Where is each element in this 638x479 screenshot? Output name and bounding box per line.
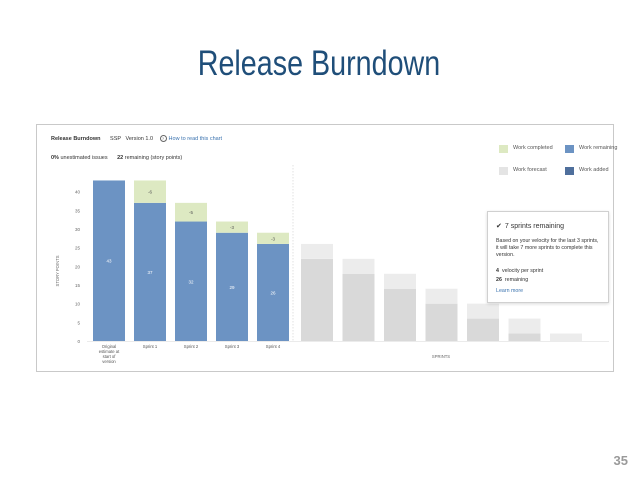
bar-completed-label: -5 — [189, 210, 193, 215]
bar-work-completed — [216, 221, 248, 233]
version-selector[interactable]: Version 1.0 — [125, 135, 154, 142]
help-icon[interactable]: ? — [159, 135, 167, 142]
help-link[interactable]: How to read this chart — [168, 135, 223, 142]
callout-velocity: 4 velocity per sprint — [496, 268, 544, 274]
callout-body: Based on your velocity for the last 3 sp… — [496, 238, 599, 258]
project-key[interactable]: SSP — [110, 135, 121, 142]
forecast-bar-completed — [384, 273, 416, 289]
y-tick-label: 40 — [75, 190, 81, 195]
burndown-chart: 0 5 10 15 20 25 30 35 40 STORY POINTS 43 Originales… — [55, 165, 609, 364]
bar-work-remaining — [216, 232, 248, 341]
swatch-work-completed — [499, 145, 508, 153]
y-axis-label: STORY POINTS — [55, 255, 60, 286]
forecast-bar-completed — [508, 318, 541, 334]
forecast-bar-completed — [467, 303, 499, 319]
forecast-callout: ✔ 7 sprints remaining Based on your veloc… — [487, 211, 609, 303]
learn-more-link[interactable]: Learn more — [496, 288, 524, 294]
x-tick-label: Sprint 2 — [184, 344, 199, 349]
bar-remaining-label: 26 — [270, 290, 276, 295]
slide-title: Release Burndown — [197, 44, 441, 83]
bar-completed-label: -6 — [148, 190, 152, 195]
bar-work-remaining — [93, 180, 125, 341]
forecast-bar-completed — [301, 243, 333, 259]
stats-row: 0% unestimated issues 22 remaining (stor… — [51, 155, 182, 161]
page-number: 35 — [613, 453, 628, 468]
y-tick-label: 30 — [75, 227, 81, 232]
forecast-bar-remaining — [425, 303, 458, 341]
bar-work-completed — [175, 202, 207, 222]
x-tick-label: estimate at — [99, 349, 120, 354]
remaining-label: remaining (story points) — [124, 155, 183, 161]
forecast-bar-remaining — [384, 288, 416, 341]
x-tick-label: Sprint 3 — [225, 344, 240, 349]
x-tick-label: Original — [102, 344, 116, 349]
x-tick-label: Sprint 1 — [143, 344, 158, 349]
report-header: Release Burndown SSP Version 1.0 ? How to… — [51, 135, 222, 142]
forecast-bar-remaining — [467, 318, 499, 341]
swatch-work-added — [565, 167, 574, 175]
bar-remaining-label: 43 — [106, 259, 112, 264]
report-name: Release Burndown — [51, 135, 101, 142]
forecast-bar-remaining — [508, 333, 541, 341]
x-tick-label: start of — [103, 354, 117, 359]
unestimated-value: 0% — [51, 155, 59, 161]
forecast-bar-remaining — [301, 258, 333, 341]
x-tick-label: Sprint 4 — [266, 344, 281, 349]
bar-work-remaining — [257, 243, 289, 341]
bar-work-remaining — [134, 202, 166, 341]
bar-completed-label: -3 — [271, 236, 275, 241]
unestimated-label: unestimated issues — [60, 155, 108, 161]
callout-title: ✔ 7 sprints remaining — [496, 223, 565, 230]
x-tick-label: version — [102, 359, 116, 364]
forecast-bar-completed — [342, 258, 375, 274]
remaining-value: 22 — [117, 155, 124, 161]
y-tick-label: 5 — [77, 320, 80, 325]
y-tick-label: 15 — [75, 283, 81, 288]
swatch-work-remaining — [565, 145, 574, 153]
check-icon: ✔ — [496, 223, 502, 230]
forecast-bar-completed — [550, 333, 582, 341]
bar-work-completed — [134, 180, 166, 203]
bar-remaining-label: 29 — [229, 285, 235, 290]
forecast-bar-completed — [425, 288, 458, 304]
y-tick-label: 25 — [75, 246, 81, 251]
bar-remaining-label: 37 — [147, 270, 153, 275]
bar-work-remaining — [175, 221, 207, 341]
callout-remaining: 26 remaining — [496, 277, 529, 283]
bar-completed-label: -3 — [230, 225, 234, 230]
y-tick-label: 10 — [75, 302, 81, 307]
chart-legend: Work completed Work remaining Work forec… — [499, 145, 617, 195]
y-tick-label: 20 — [75, 264, 81, 269]
forecast-bar-remaining — [342, 273, 375, 341]
x-axis-label: SPRINTS — [432, 354, 450, 359]
y-tick-label: 35 — [75, 208, 81, 213]
burndown-screenshot: Release Burndown SSP Version 1.0 ? How to… — [36, 124, 617, 372]
y-tick-label: 0 — [77, 339, 80, 344]
swatch-work-forecast — [499, 167, 508, 175]
bar-remaining-label: 32 — [188, 279, 194, 284]
bar-work-completed — [257, 232, 289, 244]
